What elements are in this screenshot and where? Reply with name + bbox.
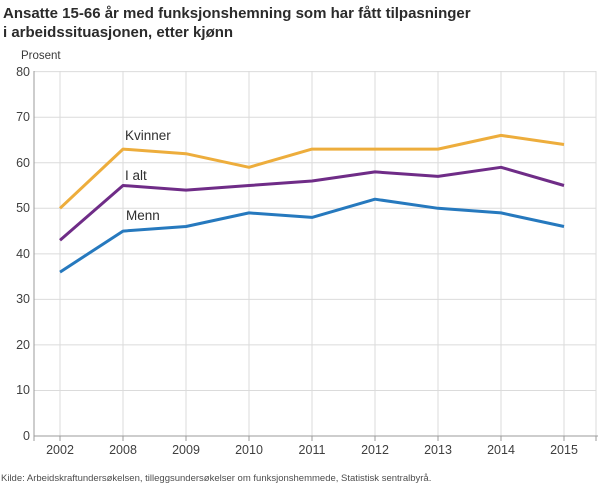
- x-tick: 2009: [172, 443, 200, 457]
- y-tick: 0: [23, 429, 30, 443]
- title-line-1: Ansatte 15-66 år med funksjonshemning so…: [3, 5, 471, 22]
- x-tick: 2013: [424, 443, 452, 457]
- y-tick: 40: [16, 247, 30, 261]
- y-tick: 30: [16, 292, 30, 306]
- series-line-kvinner: [58, 133, 565, 210]
- series-line-menn: [59, 197, 565, 274]
- series-line-i-alt: [59, 165, 565, 242]
- x-tick: 2014: [487, 443, 515, 457]
- y-axis-unit-label: Prosent: [21, 50, 61, 62]
- series-label-menn: Menn: [126, 208, 160, 223]
- x-tick: 2002: [46, 443, 74, 457]
- series-label-kvinner: Kvinner: [125, 128, 171, 143]
- y-tick: 20: [16, 338, 30, 352]
- x-tick: 2012: [361, 443, 389, 457]
- y-tick: 80: [16, 65, 30, 79]
- y-tick: 60: [16, 156, 30, 170]
- x-tick: 2010: [235, 443, 263, 457]
- x-tick: 2008: [109, 443, 137, 457]
- page-title: Ansatte 15-66 år med funksjonshemning so…: [3, 4, 471, 42]
- y-tick: 50: [16, 201, 30, 215]
- y-tick: 10: [16, 383, 30, 397]
- x-tick: 2015: [550, 443, 578, 457]
- source-citation: Kilde: Arbeidskraftundersøkelsen, tilleg…: [1, 473, 432, 484]
- title-line-2: i arbeidssituasjonen, etter kjønn: [3, 24, 234, 41]
- y-tick: 70: [16, 110, 30, 124]
- series-label-i-alt: I alt: [125, 168, 147, 183]
- x-tick: 2011: [298, 443, 326, 457]
